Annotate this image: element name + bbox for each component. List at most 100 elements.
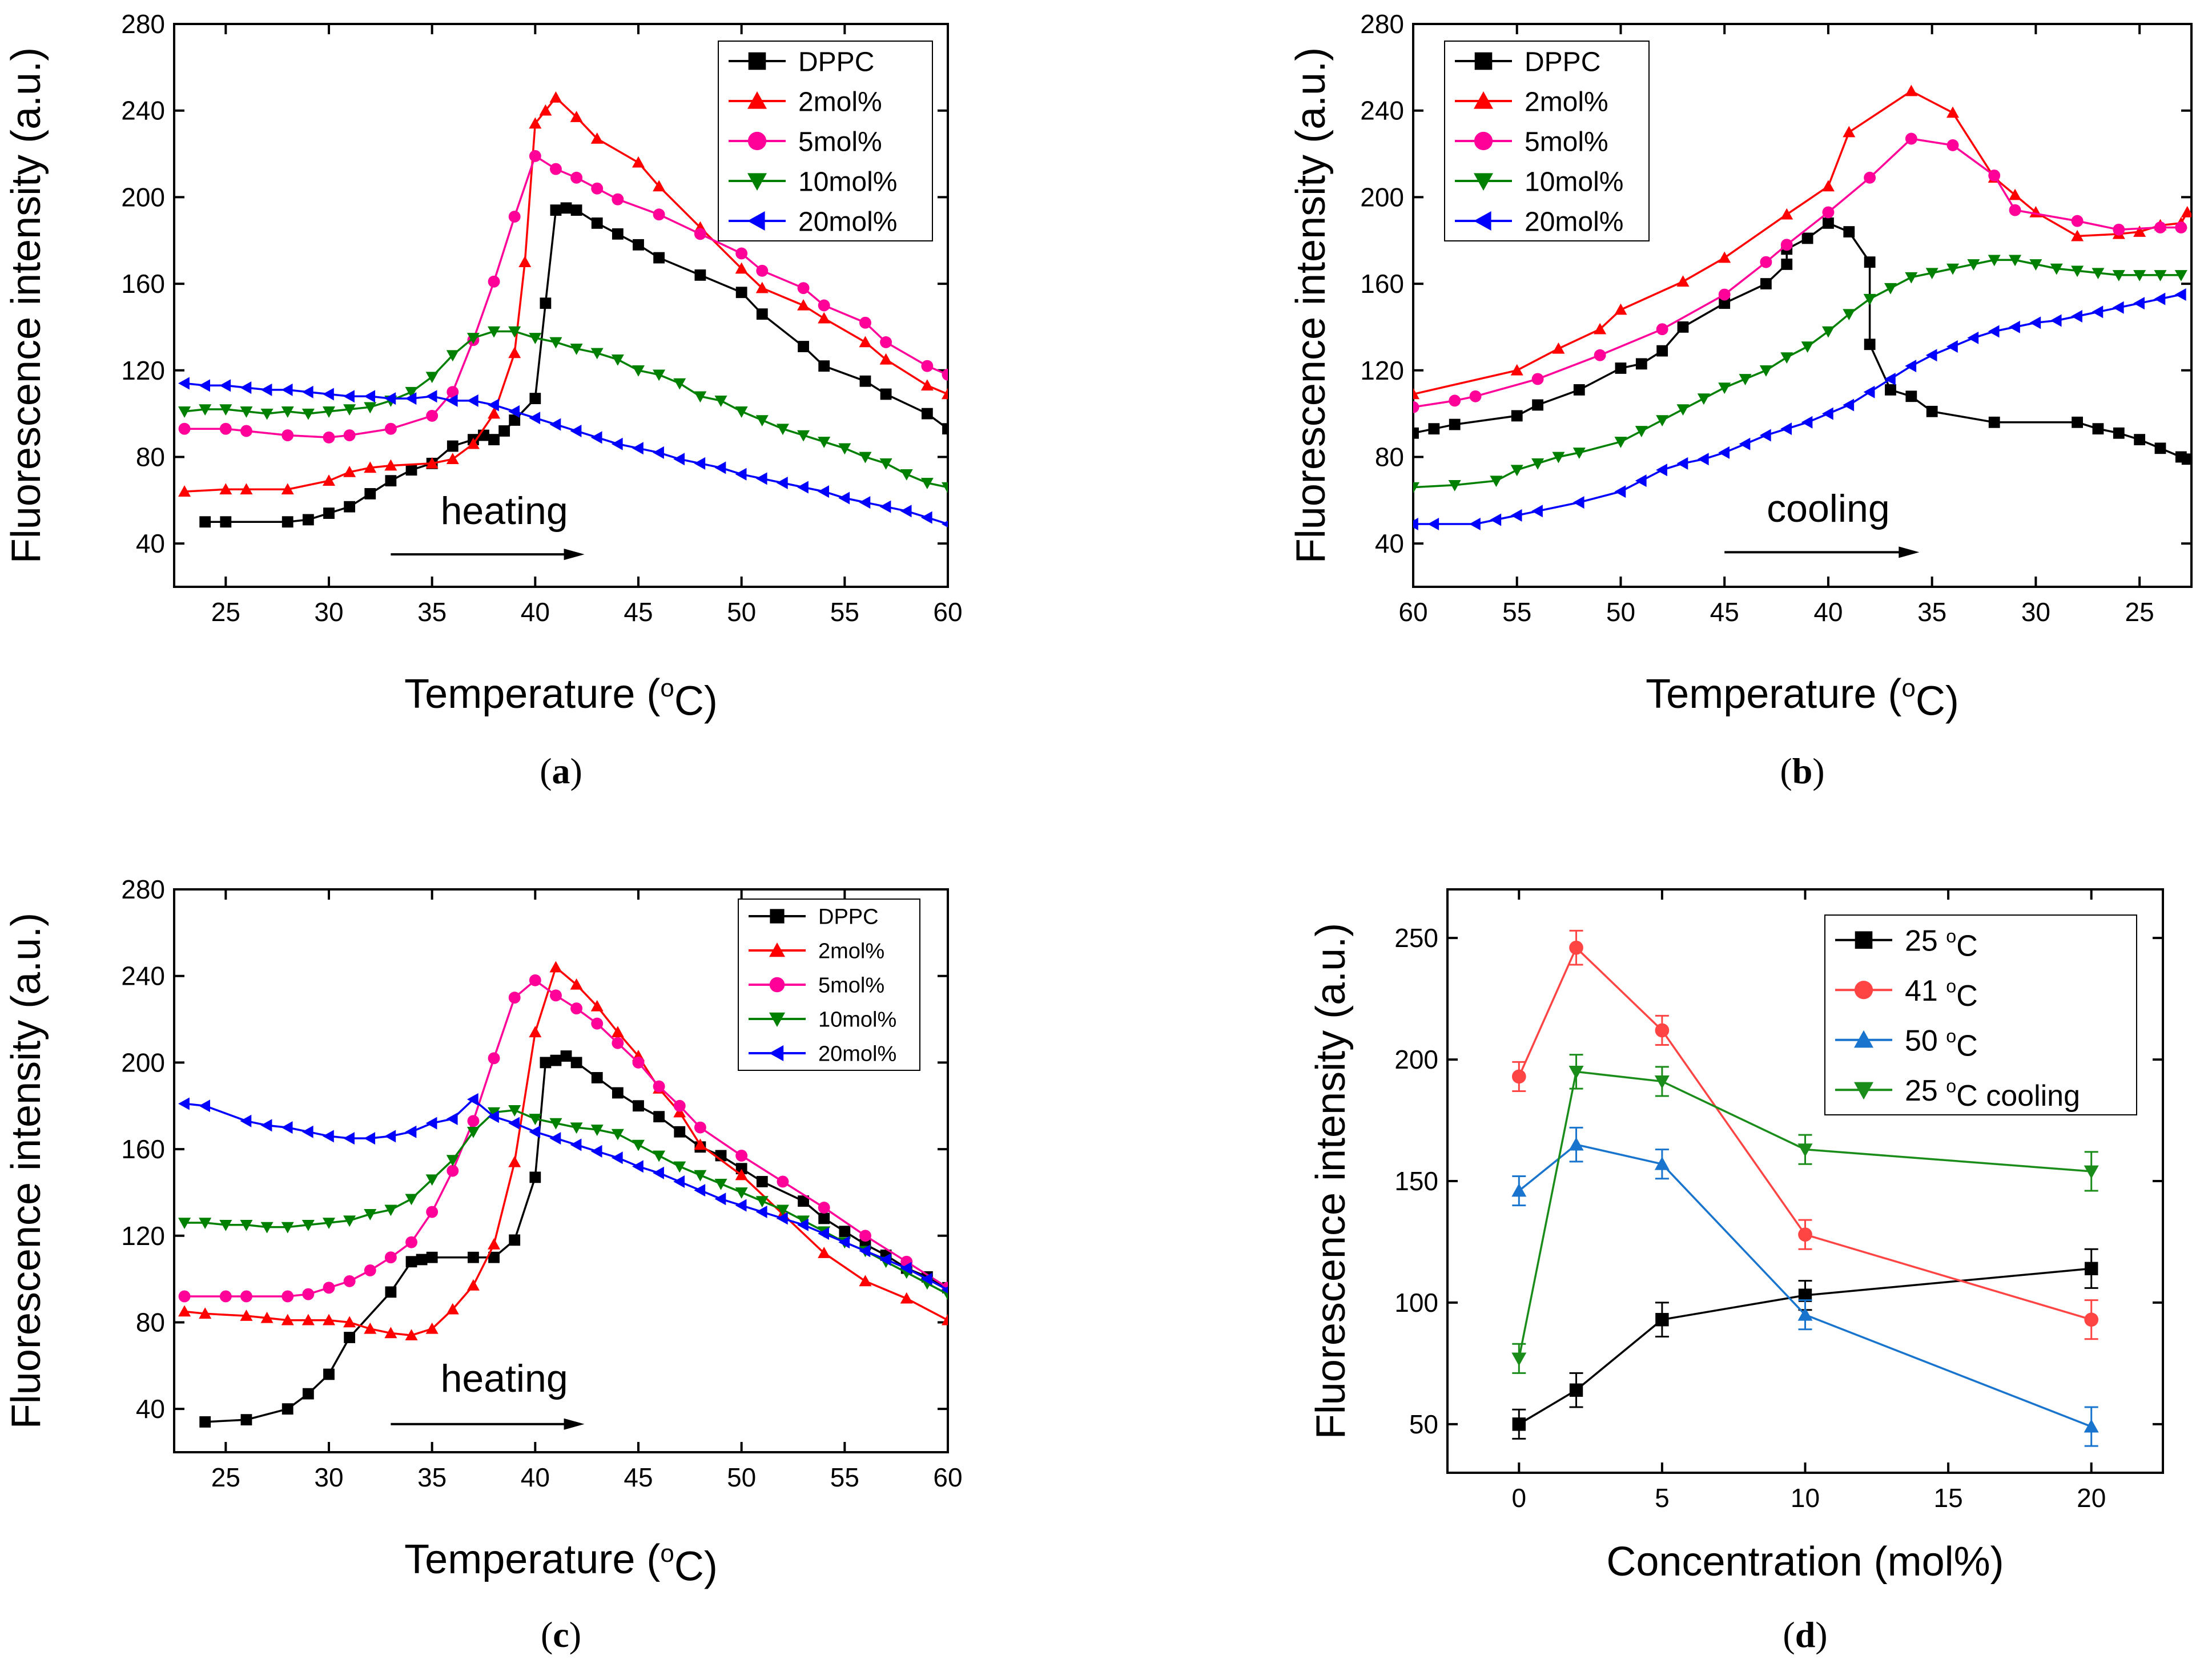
y-tick-label: 240 bbox=[1360, 96, 1404, 126]
data-point bbox=[797, 481, 809, 494]
data-point bbox=[560, 1050, 572, 1062]
data-point bbox=[694, 1184, 706, 1197]
data-point bbox=[673, 453, 685, 466]
data-point bbox=[488, 398, 499, 412]
data-point bbox=[2133, 225, 2146, 237]
data-point bbox=[1510, 364, 1523, 376]
data-point bbox=[199, 379, 210, 392]
data-point bbox=[838, 1236, 850, 1249]
data-point bbox=[466, 1279, 480, 1291]
data-point bbox=[178, 1097, 190, 1110]
panel-c: 25 30 35 40 45 50 55 60 40 80 120 160 200 240 280 Tempe… bbox=[3, 875, 963, 1655]
data-point bbox=[2092, 423, 2104, 435]
legend-marker bbox=[770, 909, 785, 924]
data-point bbox=[2009, 255, 2022, 267]
data-point bbox=[2050, 263, 2063, 275]
data-point bbox=[2071, 215, 2084, 227]
x-tick-label: 45 bbox=[624, 597, 653, 627]
legend-label: 50 oC bbox=[1905, 1024, 1978, 1062]
legend-marker bbox=[769, 942, 785, 957]
legend-marker bbox=[747, 131, 767, 151]
data-point bbox=[1797, 1307, 1813, 1321]
data-point bbox=[1780, 208, 1793, 220]
data-point bbox=[384, 1130, 396, 1143]
data-point bbox=[260, 1311, 274, 1323]
data-point bbox=[632, 156, 645, 168]
data-point bbox=[364, 1209, 377, 1220]
data-point bbox=[755, 472, 767, 485]
data-point bbox=[323, 1282, 335, 1294]
data-point bbox=[364, 488, 376, 499]
data-point bbox=[1843, 226, 1855, 237]
data-point bbox=[219, 1290, 232, 1303]
data-point bbox=[1821, 180, 1835, 192]
data-point bbox=[818, 360, 830, 372]
data-point bbox=[384, 392, 396, 405]
data-point bbox=[301, 1314, 315, 1325]
series-1 bbox=[178, 91, 948, 497]
data-point bbox=[735, 247, 748, 260]
data-point bbox=[1511, 1069, 1526, 1084]
data-point bbox=[756, 308, 768, 320]
y-tick-label: 50 bbox=[1409, 1409, 1438, 1439]
plot-frame bbox=[1412, 23, 2193, 588]
x-tick-label: 40 bbox=[521, 597, 550, 627]
data-point bbox=[1967, 259, 1980, 271]
data-point bbox=[1697, 393, 1710, 405]
data-point bbox=[1843, 126, 1856, 138]
x-tick-label: 0 bbox=[1512, 1483, 1527, 1513]
data-point bbox=[879, 1253, 891, 1266]
data-point bbox=[1552, 452, 1565, 464]
x-tick-label: 55 bbox=[830, 597, 859, 627]
series-line bbox=[184, 1098, 948, 1291]
data-point bbox=[1573, 384, 1585, 396]
data-point bbox=[416, 1254, 428, 1266]
data-point bbox=[1885, 384, 1896, 396]
data-point bbox=[611, 354, 624, 366]
data-point bbox=[612, 193, 624, 206]
data-point bbox=[529, 1171, 541, 1183]
data-point bbox=[714, 1192, 726, 1206]
x-tick-label: 30 bbox=[314, 597, 343, 627]
data-point bbox=[859, 316, 871, 329]
data-point bbox=[590, 1145, 602, 1158]
legend-label: 41 oC bbox=[1905, 974, 1978, 1013]
data-point bbox=[405, 1256, 417, 1268]
y-tick-label: 250 bbox=[1394, 923, 1438, 953]
data-point bbox=[540, 1057, 552, 1069]
data-point bbox=[1511, 1183, 1527, 1197]
data-point bbox=[1823, 217, 1834, 229]
data-point bbox=[1718, 382, 1731, 394]
data-point bbox=[1656, 415, 1669, 426]
x-tick-label: 60 bbox=[933, 597, 962, 627]
x-tick-label: 45 bbox=[1710, 597, 1739, 627]
data-point bbox=[633, 239, 644, 251]
x-axis-title: Temperature (oC) bbox=[1646, 671, 1959, 724]
data-point bbox=[281, 516, 293, 528]
data-point bbox=[447, 1165, 459, 1177]
data-point bbox=[488, 1251, 500, 1263]
data-point bbox=[529, 1114, 542, 1125]
series-2 bbox=[178, 150, 948, 444]
data-point bbox=[590, 132, 604, 144]
panel-caption: (c) bbox=[541, 1614, 581, 1655]
data-point bbox=[508, 992, 521, 1004]
data-point bbox=[466, 1126, 480, 1138]
data-point bbox=[219, 1220, 232, 1231]
series-0 bbox=[199, 202, 948, 528]
data-point bbox=[942, 482, 948, 494]
series-line bbox=[1413, 259, 2181, 489]
data-point bbox=[2084, 1165, 2099, 1179]
legend: 25 oC 41 oC 50 oC 25 oC cooling bbox=[1824, 914, 2137, 1115]
legend: DPPC 2mol% 5mol% 10mol% 20mol% bbox=[1444, 41, 1650, 241]
data-point bbox=[529, 974, 541, 986]
x-tick-label: 5 bbox=[1655, 1483, 1670, 1513]
data-point bbox=[2174, 288, 2186, 301]
series-2 bbox=[178, 974, 948, 1303]
data-point bbox=[735, 262, 748, 274]
data-point bbox=[1884, 372, 1896, 385]
data-point bbox=[1759, 429, 1771, 442]
data-point bbox=[735, 468, 747, 481]
data-point bbox=[281, 483, 294, 495]
data-point bbox=[653, 252, 665, 264]
